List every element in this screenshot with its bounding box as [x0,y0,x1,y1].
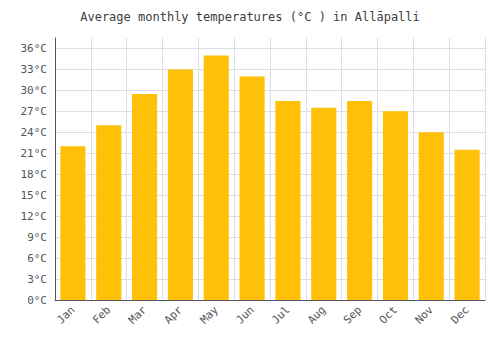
svg-text:Feb: Feb [90,303,113,326]
svg-text:33°C: 33°C [21,63,48,76]
svg-text:36°C: 36°C [21,42,48,55]
svg-text:24°C: 24°C [21,126,48,139]
svg-text:May: May [198,303,221,326]
svg-text:0°C: 0°C [27,294,47,307]
svg-text:Jul: Jul [269,303,292,326]
svg-text:30°C: 30°C [21,84,48,97]
svg-text:Aug: Aug [305,303,328,326]
svg-text:Jan: Jan [54,303,77,326]
svg-text:18°C: 18°C [21,168,48,181]
svg-text:3°C: 3°C [27,273,47,286]
svg-text:Mar: Mar [126,303,149,326]
svg-text:Sep: Sep [341,303,364,326]
svg-text:Apr: Apr [162,303,185,326]
svg-text:27°C: 27°C [21,105,48,118]
svg-text:Oct: Oct [377,303,400,326]
svg-text:Nov: Nov [413,303,436,326]
svg-text:6°C: 6°C [27,252,47,265]
svg-text:21°C: 21°C [21,147,48,160]
svg-text:Average monthly temperatures (: Average monthly temperatures (°C ) in Al… [80,10,420,24]
svg-text:Jun: Jun [233,303,256,326]
svg-text:12°C: 12°C [21,210,48,223]
svg-text:Dec: Dec [448,303,471,326]
svg-text:9°C: 9°C [27,231,47,244]
svg-text:15°C: 15°C [21,189,48,202]
